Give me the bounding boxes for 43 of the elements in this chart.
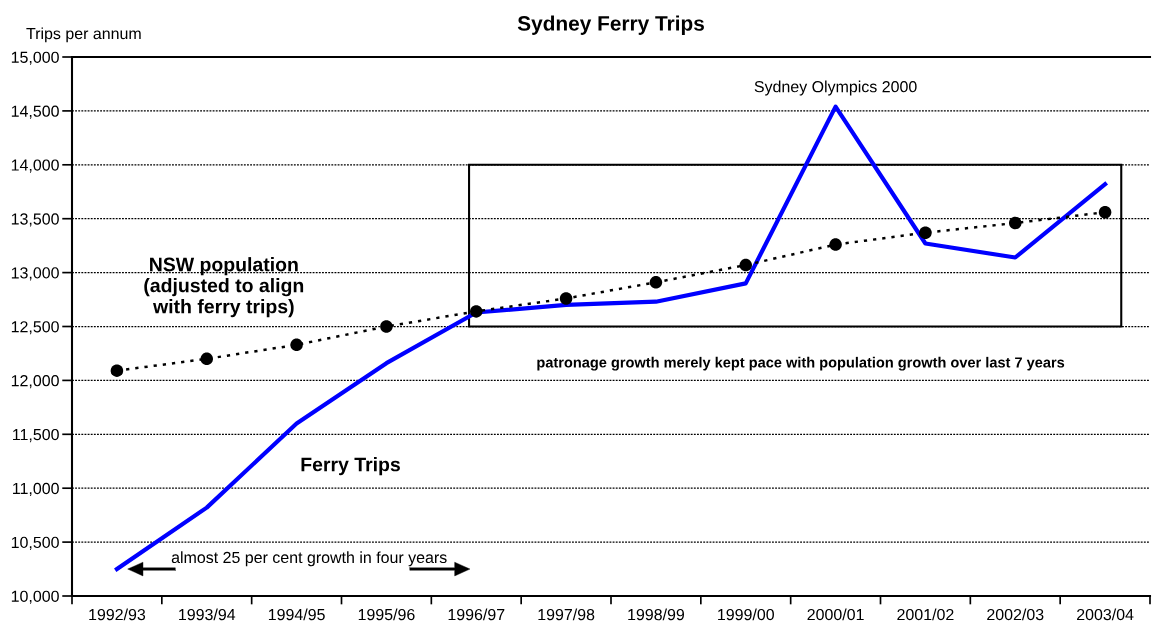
point: [919, 226, 932, 239]
y-tick-label: 11,500: [13, 428, 59, 443]
x-tick-label: 2000/01: [807, 608, 864, 621]
y-tick-label: 13,500: [11, 213, 59, 227]
y-tick-label: 14,500: [11, 105, 59, 119]
point: [290, 338, 303, 352]
x-tick-label: 1993/94: [179, 608, 236, 621]
x-tick-label: 2002/03: [987, 608, 1044, 621]
x-tick-label: 1996/97: [448, 608, 505, 621]
annotation: patronage growth merely kept pace with population growth over last 7 years: [537, 356, 1065, 371]
x-tick-label: 1997/98: [538, 608, 595, 621]
y-tick-label: 12,500: [11, 321, 59, 335]
point: [1009, 216, 1022, 230]
annotation: almost 25 per cent growth in four years: [171, 551, 447, 567]
y-tick-label: 10,500: [11, 536, 59, 550]
y-tick-label: 12,000: [11, 375, 59, 389]
y-tick-label: 11,000: [13, 482, 59, 497]
y-tick-label: 15,000: [11, 51, 59, 65]
line-series: [114, 104, 1108, 572]
point: [649, 276, 663, 289]
point: [200, 352, 213, 366]
x-tick-label: 1992/93: [89, 608, 146, 621]
x-tick-label: 2003/04: [1077, 608, 1134, 621]
point: [1098, 205, 1112, 219]
point: [739, 258, 752, 272]
y-tick-label: 13,000: [11, 267, 59, 281]
y-tick-label: 10,000: [11, 590, 59, 604]
y-tick-label: 14,000: [11, 159, 59, 173]
point: [110, 364, 124, 377]
x-tick-label: 1994/95: [268, 608, 325, 621]
annotation: Sydney Olympics 2000: [754, 80, 917, 96]
series-label: Ferry Trips: [301, 457, 400, 476]
series-label: NSW population (adjusted to align with ferry trips): [144, 257, 304, 318]
x-tick-label: 1999/00: [718, 608, 774, 621]
point: [559, 292, 573, 305]
point: [380, 320, 393, 333]
point: [470, 305, 483, 318]
y-axis-title: Trips per annum: [26, 27, 141, 43]
point: [829, 238, 842, 251]
x-tick-label: 1995/96: [358, 608, 415, 621]
chart-title: Sydney Ferry Trips: [517, 15, 704, 35]
x-tick-label: 1998/99: [628, 608, 685, 621]
x-tick-label: 2001/02: [897, 608, 954, 621]
